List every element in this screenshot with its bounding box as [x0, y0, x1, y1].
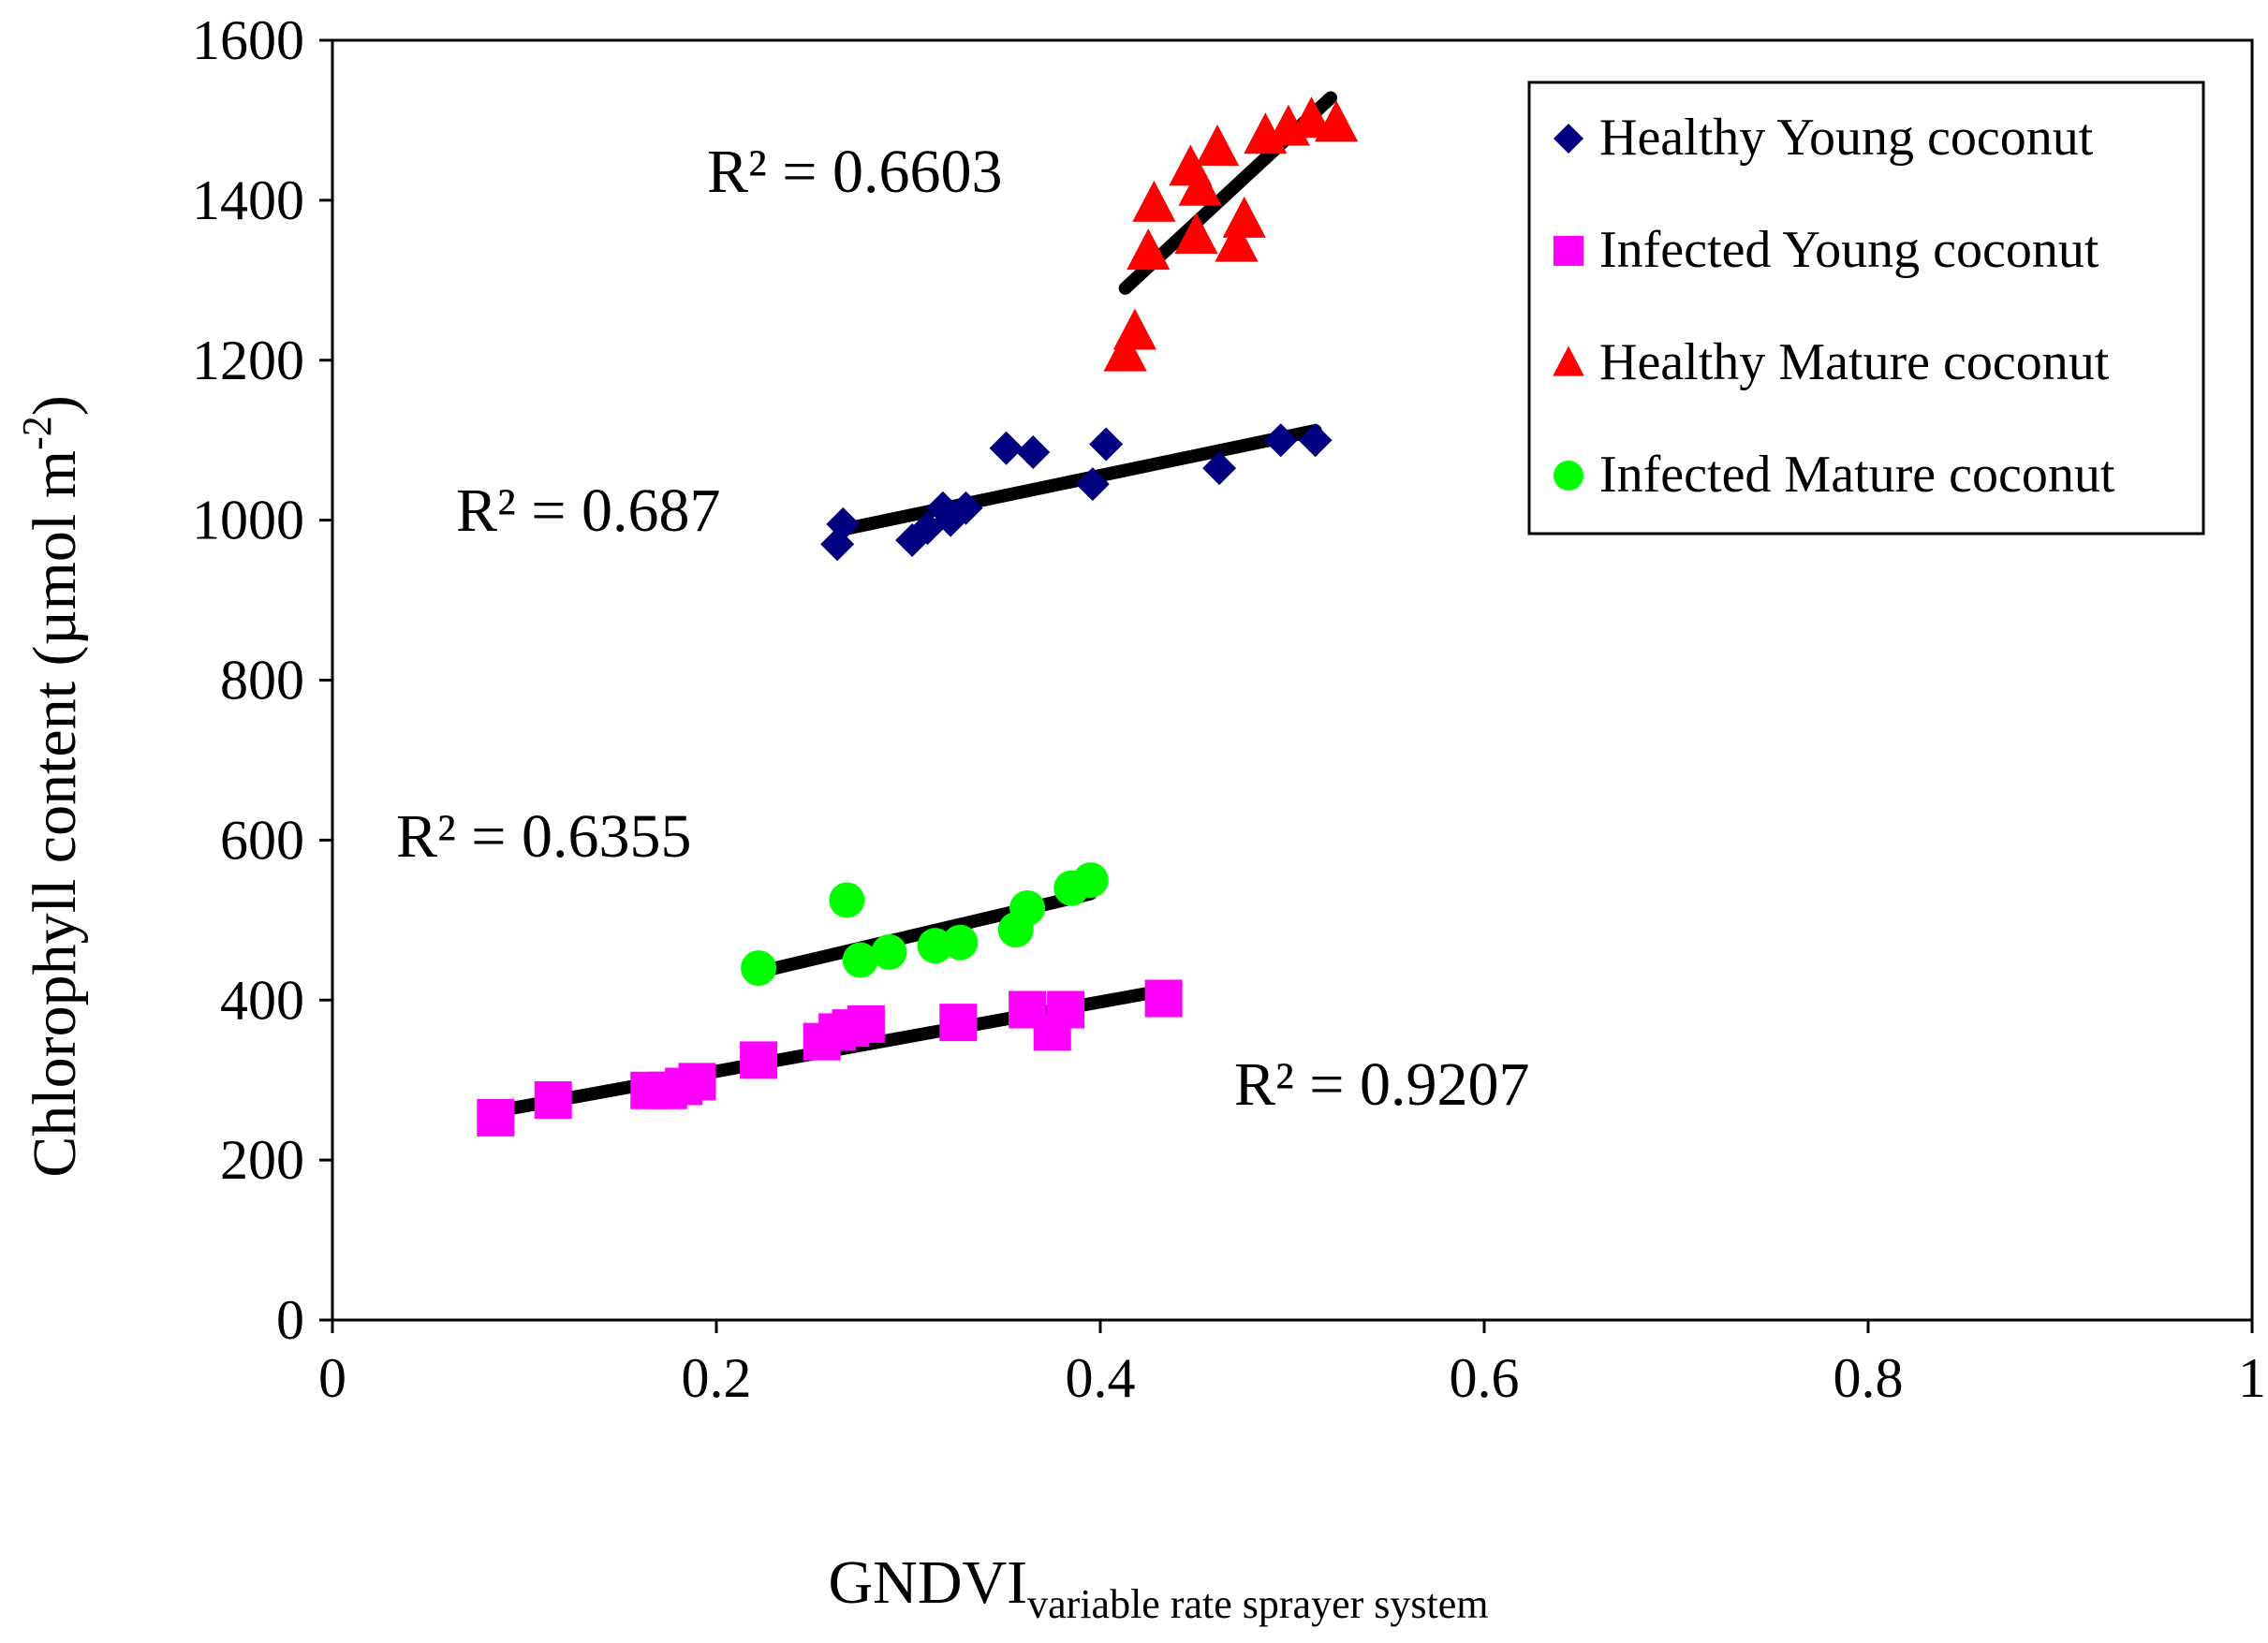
point-series-0-12 — [1263, 423, 1298, 458]
x-tick-label-0.2: 0.2 — [682, 1347, 752, 1409]
point-series-1-0 — [477, 1098, 515, 1137]
x-tick-label-1: 1 — [2238, 1347, 2266, 1409]
point-series-2-8 — [1215, 220, 1259, 262]
legend-items: Healthy Young coconut Infected Young coc… — [1553, 109, 2115, 504]
x-tick-label-0.8: 0.8 — [1834, 1347, 1904, 1409]
x-axis-title: GNDVIvariable rate sprayer system — [829, 1548, 1489, 1627]
y-tick-label-400: 400 — [220, 969, 304, 1031]
point-series-2-9 — [1222, 196, 1266, 238]
x-axis-title-subscript: variable rate sprayer system — [1027, 1581, 1488, 1627]
trendline-series-0 — [834, 423, 1322, 536]
point-series-3-0 — [741, 950, 777, 987]
point-series-2-5 — [1174, 213, 1218, 255]
point-series-3-9 — [1072, 862, 1109, 899]
y-tick-label-1000: 1000 — [192, 490, 304, 551]
point-series-1-15 — [1144, 979, 1183, 1018]
point-series-3-5 — [942, 924, 979, 961]
r2-label-infected-young: R² = 0.9207 — [1234, 1050, 1530, 1119]
legend-label-healthy-young: Healthy Young coconut — [1599, 109, 2094, 167]
y-axis-title-superscript: -2 — [14, 416, 60, 450]
point-series-0-9 — [1075, 467, 1110, 502]
r2-label-healthy-mature: R² = 0.6603 — [707, 138, 1003, 206]
point-series-0-11 — [1202, 451, 1237, 486]
legend-marker-healthy-young — [1554, 124, 1583, 154]
point-series-2-0 — [1103, 330, 1147, 372]
legend-label-infected-mature: Infected Mature coconut — [1599, 446, 2115, 504]
y-axis-title-close: ) — [21, 395, 89, 416]
point-series-3-2 — [842, 942, 878, 978]
point-series-2-6 — [1178, 164, 1222, 206]
y-tick-label-1600: 1600 — [192, 9, 304, 71]
point-series-3-3 — [871, 933, 907, 970]
point-series-3-7 — [1009, 889, 1046, 926]
y-tick-label-200: 200 — [220, 1129, 304, 1191]
point-series-0-7 — [989, 431, 1024, 465]
point-series-0-13 — [1298, 423, 1333, 458]
point-series-0-8 — [1016, 435, 1051, 470]
y-tick-label-600: 600 — [220, 809, 304, 871]
point-series-2-13 — [1315, 100, 1359, 142]
point-series-2-7 — [1195, 125, 1240, 167]
x-tick-label-0: 0 — [318, 1347, 346, 1409]
y-tick-label-0: 0 — [276, 1289, 304, 1351]
point-series-1-5 — [678, 1063, 716, 1101]
legend-marker-healthy-mature — [1553, 345, 1584, 376]
point-series-0-1 — [826, 506, 861, 541]
point-series-1-6 — [740, 1041, 778, 1079]
axes: 0 200 400 600 800 1000 1200 1400 1600 0 0.2 0.4 0.6 0… — [192, 9, 2266, 1409]
r2-label-healthy-young: R² = 0.687 — [456, 477, 721, 545]
point-series-1-14 — [1047, 990, 1085, 1029]
point-series-3-1 — [829, 882, 865, 918]
legend-label-healthy-mature: Healthy Mature coconut — [1599, 333, 2110, 391]
y-tick-label-1200: 1200 — [192, 330, 304, 391]
data-points — [477, 96, 1359, 1137]
x-tick-label-0.6: 0.6 — [1450, 1347, 1520, 1409]
point-series-0-10 — [1089, 427, 1124, 462]
point-series-2-1 — [1112, 308, 1156, 350]
legend-marker-infected-young — [1554, 236, 1583, 266]
y-axis-title: Chlorophyll content (µmol m-2) — [14, 395, 89, 1177]
legend-label-infected-young: Infected Young coconut — [1599, 221, 2099, 279]
r2-label-infected-mature: R² = 0.6355 — [396, 802, 692, 871]
point-series-1-11 — [939, 1004, 978, 1042]
x-tick-label-0.4: 0.4 — [1066, 1347, 1136, 1409]
y-axis-title-main: Chlorophyll content (µmol m — [21, 450, 89, 1178]
legend: Healthy Young coconut Infected Young coc… — [1527, 81, 2205, 535]
y-tick-label-1400: 1400 — [192, 169, 304, 231]
legend-box — [1527, 81, 2205, 535]
point-series-1-1 — [534, 1081, 572, 1120]
point-series-1-10 — [847, 1005, 885, 1043]
x-axis-title-main: GNDVI — [829, 1548, 1028, 1617]
y-tick-label-800: 800 — [220, 650, 304, 711]
point-series-2-3 — [1132, 180, 1176, 222]
point-series-2-12 — [1289, 96, 1333, 139]
point-series-0-6 — [949, 491, 983, 525]
legend-marker-infected-mature — [1554, 461, 1583, 491]
point-series-2-2 — [1127, 228, 1171, 271]
